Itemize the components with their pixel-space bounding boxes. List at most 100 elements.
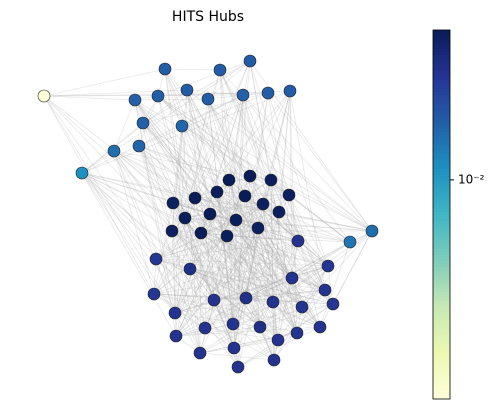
edge	[216, 191, 293, 279]
node	[285, 271, 299, 285]
edge	[184, 217, 215, 301]
edge	[244, 195, 279, 341]
colorbar-cell	[433, 343, 450, 348]
edge	[43, 95, 136, 101]
colorbar-cell	[433, 54, 450, 59]
colorbar-cell	[433, 82, 450, 86]
node	[267, 353, 281, 367]
edge	[272, 301, 298, 334]
colorbar-cell	[433, 48, 450, 53]
edge	[233, 90, 291, 349]
edge	[207, 98, 264, 205]
node	[132, 139, 146, 153]
edge	[270, 179, 351, 243]
node	[282, 188, 296, 202]
colorbar-cell	[433, 192, 450, 197]
colorbar-cell	[433, 297, 450, 302]
edge	[267, 92, 373, 232]
edge	[257, 227, 329, 267]
edge	[81, 172, 261, 328]
edge	[138, 145, 174, 204]
edge	[237, 326, 321, 368]
colorbar-cell	[433, 355, 450, 360]
edge	[207, 98, 230, 181]
colorbar-cell	[433, 91, 450, 96]
edge	[172, 202, 228, 237]
edge	[245, 297, 334, 305]
colorbar-cell	[433, 128, 450, 132]
colorbar-cell	[433, 239, 450, 243]
edge	[43, 95, 176, 314]
edge	[186, 89, 234, 325]
edge	[272, 90, 291, 303]
node	[213, 63, 227, 77]
edge	[278, 211, 351, 243]
colorbar-cell	[433, 189, 450, 194]
edge	[244, 195, 334, 305]
edge	[172, 202, 303, 308]
edge	[249, 60, 272, 181]
edge	[259, 240, 299, 328]
edge	[81, 172, 196, 199]
edge	[113, 150, 303, 308]
colorbar-cell	[433, 63, 450, 68]
edge	[228, 179, 274, 303]
colorbar-cell	[433, 208, 450, 212]
edge	[278, 211, 373, 232]
edge	[175, 175, 251, 337]
edge	[81, 90, 291, 174]
edge	[289, 90, 293, 279]
edge	[277, 303, 334, 341]
colorbar-cell	[433, 291, 450, 295]
edge	[273, 289, 326, 361]
edge	[207, 98, 321, 328]
node	[203, 207, 217, 221]
edge	[207, 98, 303, 308]
edge	[232, 265, 329, 325]
colorbar-cell	[433, 42, 450, 46]
edge	[242, 94, 303, 308]
edge	[226, 94, 244, 237]
colorbar-cell	[433, 359, 450, 363]
edge	[142, 122, 218, 193]
edge	[184, 203, 264, 219]
edge	[319, 230, 373, 328]
colorbar-cell	[433, 352, 450, 357]
colorbar-cell	[433, 226, 450, 231]
colorbar-cell	[433, 257, 450, 262]
edge	[189, 268, 215, 301]
edge	[164, 68, 218, 193]
edge	[228, 179, 299, 242]
edge	[219, 69, 329, 267]
node	[291, 234, 305, 248]
edge	[232, 94, 244, 325]
colorbar-cell	[433, 199, 450, 203]
edge	[235, 60, 251, 221]
edge	[153, 293, 298, 334]
colorbar-cell	[433, 109, 450, 114]
edge	[171, 213, 211, 232]
node	[136, 116, 150, 130]
edge	[172, 202, 279, 341]
edge	[262, 203, 279, 341]
node	[165, 224, 179, 238]
edge	[244, 195, 293, 279]
edge	[207, 98, 299, 242]
edge	[43, 95, 155, 295]
colorbar-cell	[433, 389, 450, 394]
edge	[174, 92, 269, 314]
colorbar-cell	[433, 125, 450, 129]
edge	[164, 68, 206, 329]
edge	[175, 326, 261, 337]
edge	[245, 289, 326, 299]
edge	[242, 94, 261, 328]
node	[151, 89, 165, 103]
node	[256, 197, 270, 211]
chart-title: HITS Hubs	[172, 9, 244, 25]
colorbar-cell	[433, 205, 450, 209]
edge	[332, 230, 373, 305]
edge	[172, 125, 183, 204]
edge	[157, 95, 351, 243]
node	[201, 92, 215, 106]
edge	[174, 277, 293, 314]
